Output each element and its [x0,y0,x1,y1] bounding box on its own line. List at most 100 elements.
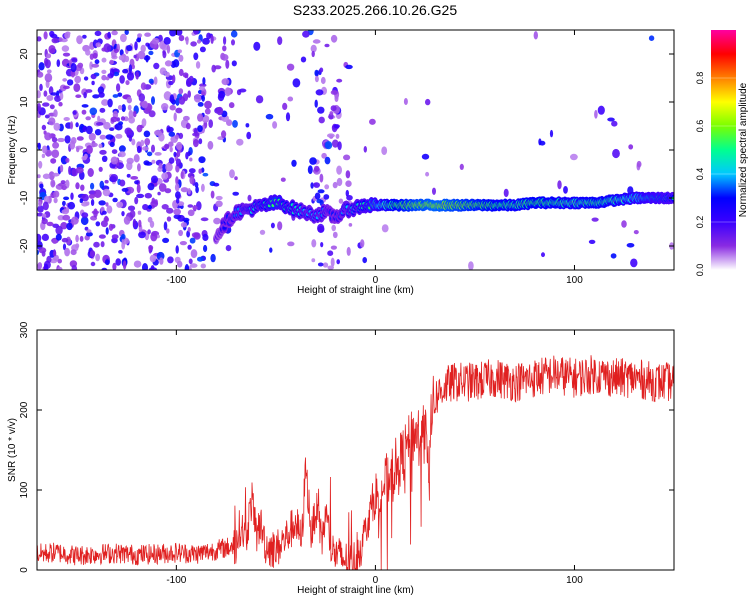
noise-speckle [137,210,142,215]
noise-speckle [75,122,79,128]
noise-speckle [369,118,376,125]
noise-speckle [92,52,98,59]
noise-speckle [174,183,180,192]
colorbar-tick-label: 0.4 [695,168,705,181]
noise-speckle [54,95,62,102]
noise-speckle [124,127,133,135]
noise-speckle [63,196,70,201]
noise-speckle [164,60,173,67]
snr-series-line [37,355,674,570]
noise-speckle [193,232,201,240]
noise-speckle [71,167,77,177]
noise-speckle [37,103,41,112]
noise-speckle [52,141,60,149]
noise-speckle [193,30,199,35]
noise-speckle [180,171,184,179]
y-tick-label: 0 [19,147,30,153]
noise-speckle [85,231,93,237]
noise-speckle [138,93,145,102]
noise-speckle [89,53,94,60]
noise-speckle [50,179,56,188]
noise-speckle [70,249,77,256]
noise-speckle [170,60,176,68]
noise-speckle [231,60,237,67]
noise-speckle [91,142,98,147]
noise-speckle [202,37,210,45]
noise-speckle [346,195,353,201]
noise-speckle [75,166,84,174]
noise-speckle [82,34,87,39]
noise-speckle [163,37,171,45]
noise-speckle [309,157,317,165]
noise-speckle [166,228,170,234]
noise-speckle [41,233,50,241]
noise-speckle [307,165,313,175]
noise-speckle [110,156,119,165]
noise-speckle [195,186,199,194]
noise-speckle [93,189,102,198]
noise-speckle [336,78,343,83]
noise-speckle [169,146,173,153]
noise-speckle [119,179,126,187]
noise-speckle [322,262,329,268]
noise-speckle [215,200,223,208]
noise-speckle [128,135,133,142]
noise-speckle [89,250,96,258]
noise-speckle [75,182,80,190]
noise-speckle [124,30,129,35]
noise-speckle [320,76,326,85]
noise-speckle [59,92,64,100]
noise-speckle [169,30,177,37]
colorbar-tick-label: 0.2 [695,216,705,229]
noise-speckles [37,30,674,270]
noise-speckle [41,124,47,131]
noise-speckle [105,76,110,81]
noise-speckle [79,235,84,242]
noise-speckle [64,31,71,39]
noise-speckle [57,215,65,221]
noise-speckle [53,190,60,198]
noise-speckle [314,99,318,108]
noise-speckle [330,257,335,267]
noise-speckle [332,181,338,189]
noise-speckle [116,83,121,92]
noise-speckle [186,230,191,238]
noise-speckle [130,176,139,180]
noise-speckle [51,37,59,44]
noise-speckle [73,83,81,92]
noise-speckle [179,241,187,246]
noise-speckle [335,133,340,139]
noise-speckle [46,221,54,227]
figure-title: S233.2025.266.10.26.G25 [292,2,458,18]
noise-speckle [148,110,156,118]
noise-speckle [187,244,192,250]
noise-speckle [37,174,41,179]
noise-speckle [173,208,182,215]
noise-speckle [323,194,330,200]
noise-speckle [213,217,221,225]
noise-speckle [142,263,148,270]
noise-speckle [541,252,545,258]
noise-speckle [315,89,324,96]
noise-speckle [184,264,190,270]
noise-speckle [259,229,266,235]
noise-speckle [86,145,93,155]
noise-speckle [210,34,214,45]
noise-speckle [178,229,184,237]
noise-speckle [61,45,70,52]
noise-speckle [154,152,162,156]
noise-speckle [85,89,93,93]
noise-speckle [198,168,202,174]
x-axis-label: Height of straight line (km) [297,285,414,296]
noise-speckle [197,102,204,107]
noise-speckle [207,140,214,150]
noise-speckle [136,145,142,154]
noise-speckle [85,125,93,135]
noise-speckle [277,36,283,45]
noise-speckle [116,201,124,208]
noise-speckle [91,63,100,68]
noise-speckle [142,204,149,211]
noise-speckle [317,262,324,267]
noise-speckle [152,37,160,45]
